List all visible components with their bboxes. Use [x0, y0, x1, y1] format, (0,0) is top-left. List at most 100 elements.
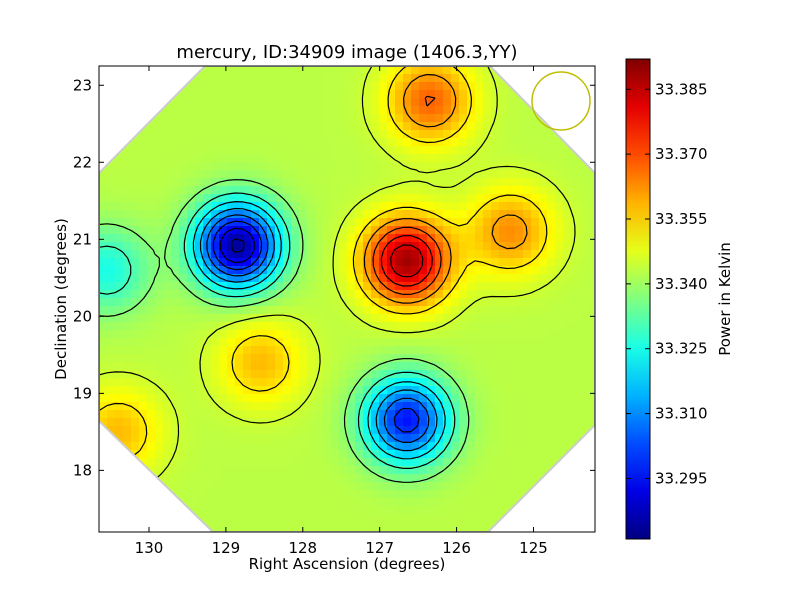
heatmap-cell [155, 154, 164, 163]
heatmap-cell [571, 114, 580, 123]
heatmap-cell [539, 330, 548, 339]
heatmap-cell [387, 170, 396, 179]
heatmap-cell [571, 202, 580, 211]
heatmap-cell [203, 330, 212, 339]
heatmap-cell [507, 298, 516, 307]
heatmap-cell [235, 506, 244, 515]
heatmap-cell [139, 346, 148, 355]
heatmap-cell [259, 450, 268, 459]
heatmap-cell [299, 114, 308, 123]
heatmap-cell [331, 298, 340, 307]
heatmap-cell [331, 402, 340, 411]
heatmap-cell [507, 514, 516, 523]
heatmap-cell [267, 298, 276, 307]
heatmap-cell [547, 210, 556, 219]
heatmap-cell [411, 170, 420, 179]
heatmap-cell [459, 194, 468, 203]
heatmap-cell [131, 498, 140, 507]
heatmap-cell [323, 210, 332, 219]
heatmap-cell [475, 258, 484, 267]
heatmap-cell [107, 178, 116, 187]
heatmap-cell [347, 258, 356, 267]
heatmap-cell [155, 82, 164, 91]
heatmap-cell [243, 274, 252, 283]
heatmap-cell [555, 506, 564, 515]
heatmap-cell [307, 250, 316, 259]
heatmap-cell [459, 522, 468, 531]
heatmap-cell [515, 90, 524, 99]
heatmap-cell [403, 498, 412, 507]
heatmap-cell [123, 330, 132, 339]
heatmap-cell [195, 386, 204, 395]
heatmap-cell [523, 482, 532, 491]
heatmap-cell [251, 394, 260, 403]
heatmap-cell [467, 74, 476, 83]
heatmap-cell [211, 298, 220, 307]
heatmap-cell [371, 66, 380, 75]
heatmap-cell [299, 170, 308, 179]
heatmap-cell [499, 314, 508, 323]
heatmap-cell [379, 394, 388, 403]
heatmap-cell [459, 186, 468, 195]
heatmap-cell [291, 498, 300, 507]
heatmap-cell [275, 418, 284, 427]
heatmap-cell [131, 434, 140, 443]
heatmap-cell [579, 90, 588, 99]
heatmap-cell [203, 458, 212, 467]
heatmap-cell [99, 530, 108, 532]
heatmap-cell [291, 522, 300, 531]
heatmap-cell [451, 186, 460, 195]
heatmap-cell [155, 322, 164, 331]
heatmap-cell [443, 522, 452, 531]
heatmap-cell [403, 418, 412, 427]
heatmap-cell [259, 402, 268, 411]
heatmap-cell [179, 178, 188, 187]
heatmap-cell [483, 506, 492, 515]
heatmap-cell [507, 370, 516, 379]
heatmap-cell [99, 170, 108, 179]
heatmap-cell [307, 210, 316, 219]
heatmap-cell [523, 298, 532, 307]
heatmap-cell [283, 138, 292, 147]
heatmap-cell [99, 234, 108, 243]
heatmap-cell [451, 458, 460, 467]
heatmap-cell [475, 330, 484, 339]
heatmap-cell [555, 346, 564, 355]
heatmap-cell [211, 274, 220, 283]
heatmap-cell [283, 314, 292, 323]
heatmap-cell [347, 514, 356, 523]
heatmap-cell [323, 338, 332, 347]
heatmap-cell [139, 474, 148, 483]
heatmap-cell [139, 74, 148, 83]
heatmap-cell [363, 458, 372, 467]
heatmap-cell [187, 346, 196, 355]
heatmap-cell [523, 354, 532, 363]
heatmap-cell [563, 482, 572, 491]
heatmap-cell [243, 458, 252, 467]
heatmap-cell [571, 282, 580, 291]
heatmap-cell [587, 154, 595, 163]
heatmap-cell [563, 218, 572, 227]
heatmap-cell [171, 162, 180, 171]
heatmap-cell [395, 266, 404, 275]
heatmap-cell [387, 322, 396, 331]
heatmap-cell [171, 370, 180, 379]
heatmap-cell [523, 106, 532, 115]
heatmap-cell [163, 410, 172, 419]
heatmap-cell [403, 202, 412, 211]
heatmap-cell [139, 90, 148, 99]
heatmap-cell [387, 378, 396, 387]
heatmap-cell [283, 66, 292, 75]
heatmap-cell [299, 138, 308, 147]
heatmap-cell [459, 410, 468, 419]
heatmap-cell [131, 146, 140, 155]
heatmap-cell [531, 162, 540, 171]
heatmap-cell [363, 226, 372, 235]
heatmap-cell [555, 498, 564, 507]
heatmap-cell [155, 410, 164, 419]
heatmap-cell [475, 242, 484, 251]
heatmap-cell [475, 74, 484, 83]
heatmap-cell [331, 426, 340, 435]
heatmap-cell [579, 322, 588, 331]
heatmap-cell [467, 378, 476, 387]
